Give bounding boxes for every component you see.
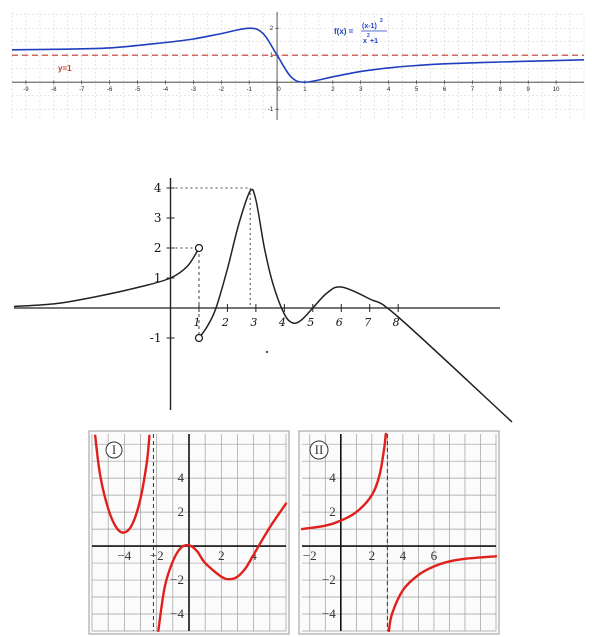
x-tick-label: 10 — [553, 87, 560, 93]
x-tick-label: 6 — [336, 316, 343, 329]
x-tick-label: 2 — [331, 87, 335, 93]
x-tick-label: 4 — [278, 316, 286, 329]
x-tick-label: 2 — [221, 316, 229, 329]
y-tick-label: −2 — [322, 572, 336, 587]
y-tick-label: 1 — [270, 53, 274, 59]
panel-label-badge: I — [105, 441, 123, 459]
x-tick-label: 4 — [400, 548, 407, 563]
axes — [302, 434, 496, 631]
x-tick-label: 7 — [364, 316, 371, 329]
asymptote-label: y=1 — [58, 64, 72, 73]
open-points — [194, 243, 269, 354]
y-tick-label: -1 — [268, 107, 274, 113]
x-tick-label: 3 — [250, 316, 257, 329]
function-denominator: x — [363, 38, 367, 45]
x-tick-label: 5 — [415, 87, 419, 93]
series-line — [13, 247, 200, 308]
x-tick-label: 7 — [471, 87, 475, 93]
y-tick-label: 2 — [178, 504, 185, 519]
axes — [14, 178, 500, 410]
y-tick-label: 2 — [329, 504, 336, 519]
x-tick-labels: -9 -8 -7 -6 -5 -4 -3 -2 -1 0 1 2 3 4 5 6 7 8 9 10 — [23, 87, 560, 93]
series-line — [11, 27, 585, 84]
grid — [298, 430, 500, 635]
rational-function-chart: -9 -8 -7 -6 -5 -4 -3 -2 -1 0 1 2 3 4 5 6 7 8 9 10 -112 y=1 … — [11, 12, 585, 120]
series-line — [157, 502, 288, 633]
function-numerator: (x-1) — [362, 23, 377, 30]
y-tick-labels: 4 2 −2 −4 — [322, 470, 336, 621]
panel-ii-chart: −2 2 4 6 4 2 −2 −4 II — [298, 430, 500, 635]
x-tick-label: 0 — [277, 87, 281, 93]
y-tick-label: 2 — [270, 26, 274, 32]
function-num-exponent: 2 — [380, 18, 383, 24]
x-tick-label: -8 — [51, 87, 57, 93]
y-tick-label: −2 — [170, 572, 184, 587]
x-tick-labels: −2 2 4 6 — [303, 548, 438, 563]
dotted-guides — [170, 187, 251, 338]
y-tick-label: 1 — [154, 271, 162, 285]
grid — [11, 12, 585, 120]
x-tick-label: 6 — [443, 87, 447, 93]
series-line — [387, 555, 498, 633]
y-tick-label: 4 — [178, 470, 185, 485]
x-tick-label: -4 — [163, 87, 169, 93]
y-tick-labels: -1 1 2 3 4 — [150, 181, 162, 345]
panel-label-circle — [309, 440, 329, 460]
x-tick-label: 6 — [431, 548, 438, 563]
series-lines — [94, 434, 288, 633]
x-tick-label: 9 — [527, 87, 531, 93]
x-tick-label: 8 — [393, 316, 400, 329]
x-tick-label: −4 — [117, 548, 131, 563]
open-point — [194, 243, 204, 253]
function-label: f(x) = (x-1) 2 x 2 +1 — [334, 18, 387, 45]
x-tick-label: -2 — [219, 87, 225, 93]
y-tick-label: −4 — [170, 606, 184, 621]
x-tick-label: -9 — [23, 87, 29, 93]
function-prefix: f(x) = — [334, 27, 354, 36]
x-tick-label: -6 — [107, 87, 113, 93]
x-tick-label: -3 — [191, 87, 197, 93]
y-tick-label: 4 — [154, 181, 162, 195]
panel-label-circle — [105, 441, 123, 459]
y-tick-label: 4 — [329, 470, 336, 485]
x-tick-label: 1 — [193, 316, 200, 329]
panel-i-chart: −4 −2 2 4 4 2 −2 −4 I — [88, 430, 290, 635]
panel-frame — [298, 430, 500, 635]
stray-dot — [265, 350, 269, 354]
x-tick-label: 5 — [307, 316, 314, 329]
y-tick-label: −4 — [322, 606, 336, 621]
y-tick-label: 2 — [154, 241, 162, 255]
series-line — [300, 432, 387, 531]
x-tick-label: 1 — [303, 87, 307, 93]
series-line — [198, 188, 513, 423]
panel-label: I — [112, 442, 116, 457]
x-tick-label: 3 — [359, 87, 363, 93]
series-lines — [300, 432, 498, 633]
panel-label-badge: II — [309, 440, 329, 460]
series-lines — [13, 188, 513, 423]
piecewise-graph: 1 2 3 4 5 6 7 8 -1 1 2 3 4 — [13, 178, 513, 423]
y-tick-labels: -1 1 2 — [268, 26, 274, 113]
x-tick-label: 2 — [218, 548, 225, 563]
x-tick-label: -5 — [135, 87, 141, 93]
x-tick-label: −2 — [150, 548, 164, 563]
open-point — [194, 333, 204, 343]
x-tick-label: 2 — [369, 548, 376, 563]
x-tick-label: 4 — [387, 87, 391, 93]
x-tick-labels: 1 2 3 4 5 6 7 8 — [193, 316, 399, 329]
x-tick-label: -7 — [79, 87, 85, 93]
function-den-exponent: 2 — [367, 33, 370, 39]
x-tick-label: −2 — [303, 548, 317, 563]
y-tick-label: 3 — [154, 211, 162, 225]
function-den-tail: +1 — [370, 38, 378, 45]
x-tick-label: -1 — [246, 87, 252, 93]
x-tick-label: 8 — [499, 87, 503, 93]
y-tick-labels: 4 2 −2 −4 — [170, 470, 184, 621]
y-tick-label: -1 — [150, 331, 162, 345]
series-line — [94, 434, 151, 534]
panel-label: II — [315, 442, 324, 457]
